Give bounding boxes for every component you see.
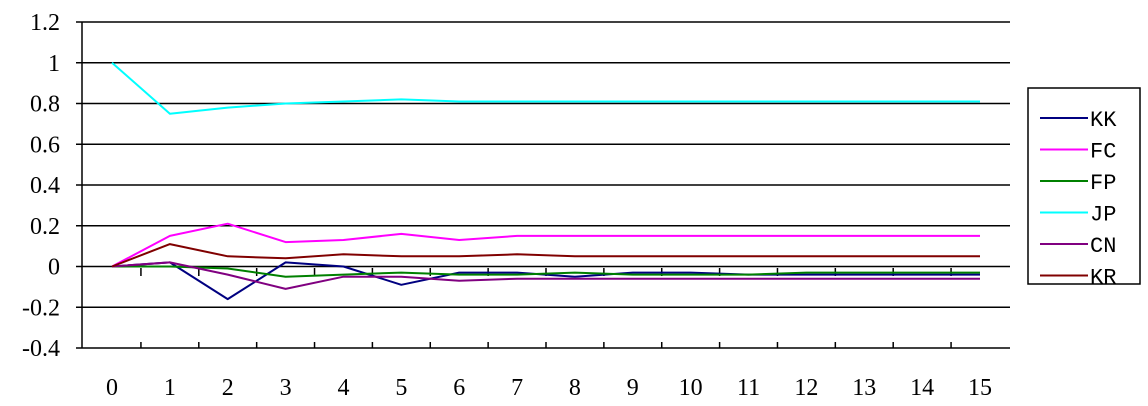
y-tick-label: 0.2 bbox=[30, 214, 60, 240]
legend-label-jp: JP bbox=[1090, 203, 1116, 228]
legend-label-fp: FP bbox=[1090, 171, 1116, 196]
series-line-fc bbox=[111, 222, 980, 268]
series-lines bbox=[111, 61, 980, 301]
legend-label-kr: KR bbox=[1090, 266, 1116, 291]
x-tick-label: 5 bbox=[395, 375, 407, 401]
x-tick-label: 8 bbox=[569, 375, 581, 401]
y-tick-label: -0.2 bbox=[22, 295, 60, 321]
y-tick-label: 0.4 bbox=[30, 173, 60, 199]
x-tick-label: 4 bbox=[337, 375, 349, 401]
x-tick-label: 11 bbox=[737, 375, 760, 401]
x-tick-label: 15 bbox=[968, 375, 992, 401]
legend-label-fc: FC bbox=[1090, 140, 1116, 165]
x-tick-label: 9 bbox=[627, 375, 639, 401]
series-line-kr bbox=[111, 243, 980, 268]
series-line-jp bbox=[111, 61, 980, 115]
legend-box bbox=[1027, 87, 1141, 285]
grid-lines bbox=[82, 21, 1010, 308]
x-tick-label: 10 bbox=[679, 375, 703, 401]
y-tick-label: 0 bbox=[48, 255, 60, 281]
tick-labels: 1.210.80.60.40.20-0.2-0.40 1 2 3 4 5 6 7 8 9 10 11 1… bbox=[22, 10, 992, 401]
x-tick-label: 0 bbox=[106, 375, 118, 401]
y-tick-label: 0.6 bbox=[30, 132, 60, 158]
x-tick-label: 3 bbox=[280, 375, 292, 401]
legend-label-cn: CN bbox=[1090, 234, 1116, 259]
x-tick-label: 14 bbox=[910, 375, 934, 401]
x-tick-label: 2 bbox=[222, 375, 234, 401]
y-tick-label: 1 bbox=[48, 51, 60, 77]
series-line-cn bbox=[111, 261, 980, 290]
x-tick-label: 7 bbox=[511, 375, 523, 401]
y-tick-label: 0.8 bbox=[30, 92, 60, 118]
y-tick-label: 1.2 bbox=[30, 10, 60, 36]
legend-label-kk: KK bbox=[1090, 108, 1117, 133]
x-tick-label: 13 bbox=[852, 375, 876, 401]
series-line-fp bbox=[112, 265, 980, 278]
legend: KK FC FP JP CN KR bbox=[1027, 87, 1141, 291]
y-tick-label: -0.4 bbox=[22, 336, 60, 362]
x-tick-label: 12 bbox=[794, 375, 818, 401]
series-line-kk bbox=[111, 261, 980, 301]
x-tick-label: 6 bbox=[453, 375, 465, 401]
x-tick-label: 1 bbox=[164, 375, 176, 401]
